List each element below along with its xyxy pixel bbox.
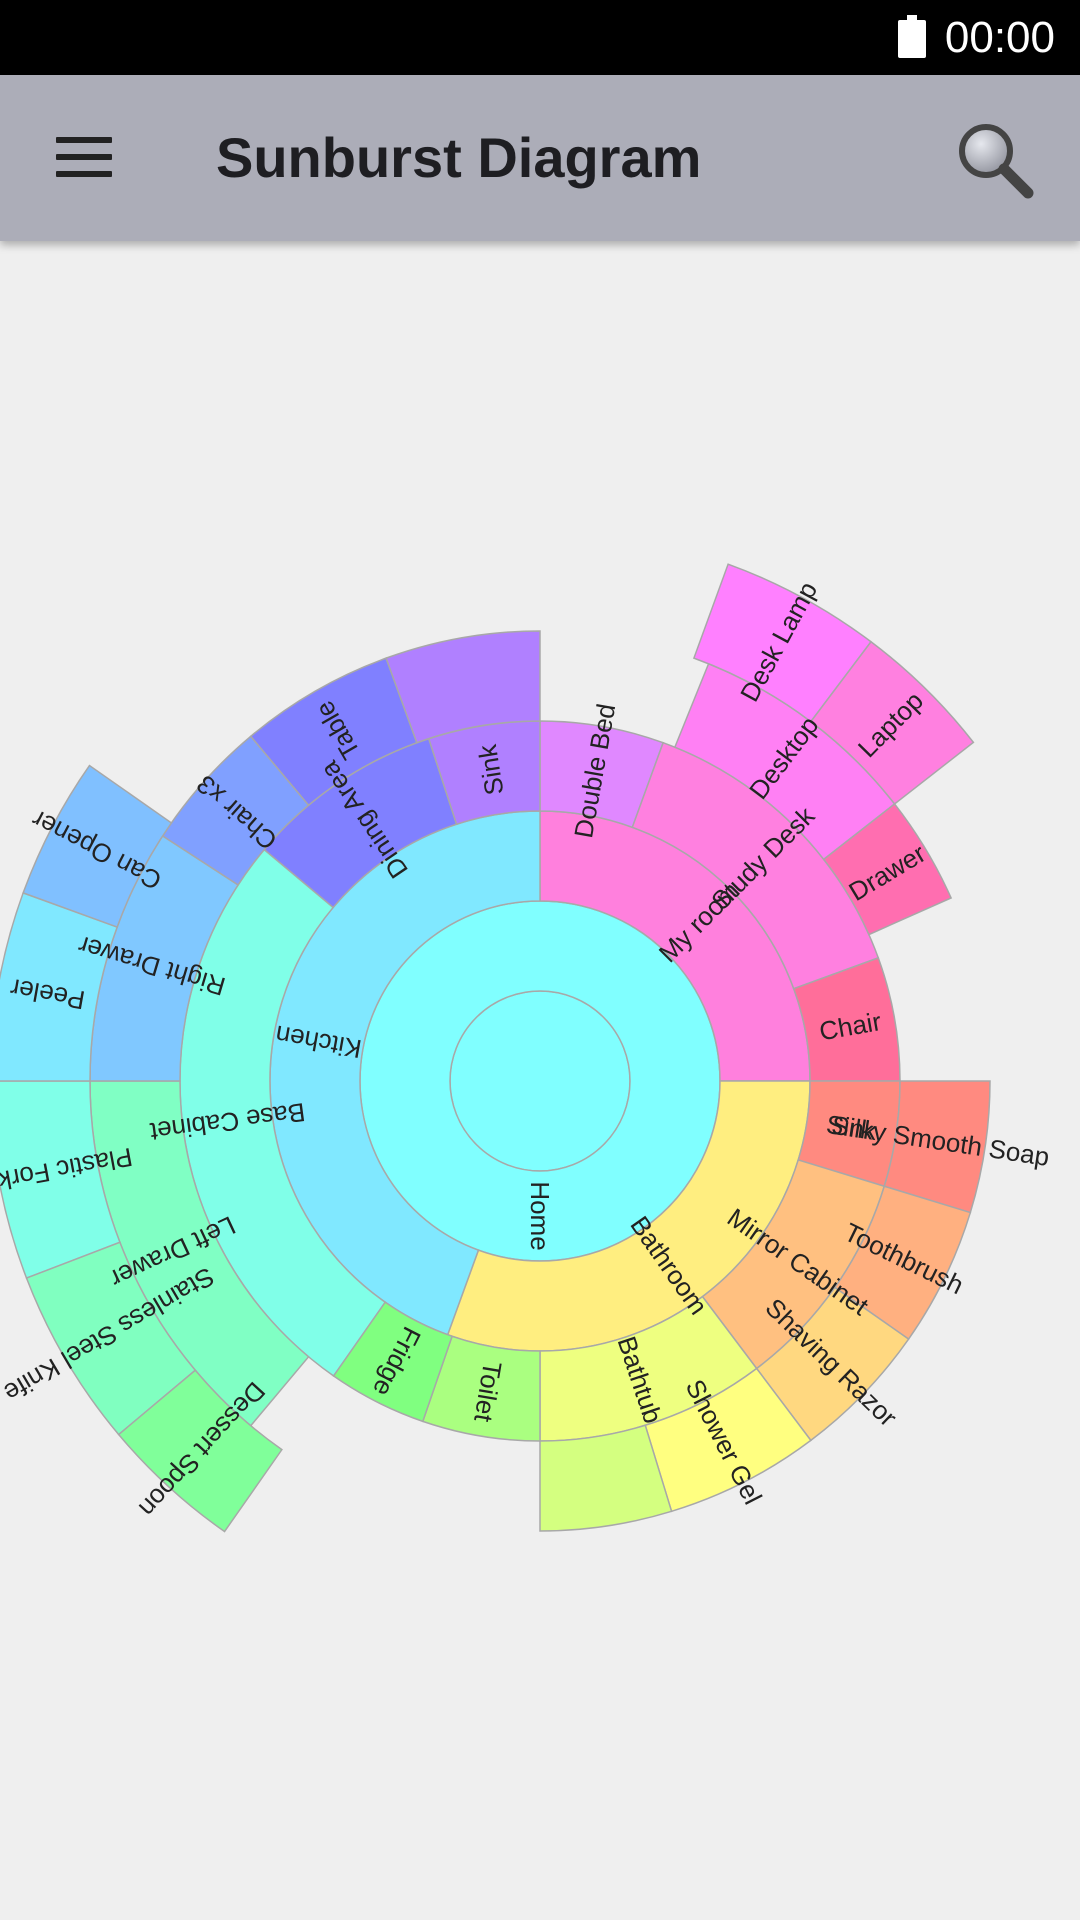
segment-unnamed-ring4[interactable]	[539, 1424, 673, 1532]
sunburst-chart-area: Home My room Bathroom Kitchen Double Bed Stud…	[0, 241, 1080, 1920]
hamburger-menu-icon[interactable]	[42, 115, 126, 199]
status-clock: 00:00	[944, 13, 1055, 62]
segment-laptop-ring5[interactable]	[809, 640, 975, 806]
segment-stainless-steel-knife-ring5[interactable]	[25, 1241, 197, 1436]
segment-unnamed-ring4[interactable]	[385, 630, 541, 744]
app-bar: Sunburst Diagram	[0, 75, 1080, 241]
segment-drawer-ring4[interactable]	[822, 802, 953, 936]
battery-full-icon	[898, 15, 926, 58]
segment-can-opener-ring5[interactable]	[22, 764, 173, 929]
status-bar: 00:00	[0, 0, 1080, 75]
page-title: Sunburst Diagram	[216, 126, 702, 189]
segment-unnamed-ring0[interactable]	[449, 990, 631, 1172]
label-home: Home	[525, 1181, 555, 1250]
magnifier-search-icon[interactable]	[950, 115, 1040, 205]
segment-dessert-spoon-ring5[interactable]	[117, 1369, 283, 1533]
